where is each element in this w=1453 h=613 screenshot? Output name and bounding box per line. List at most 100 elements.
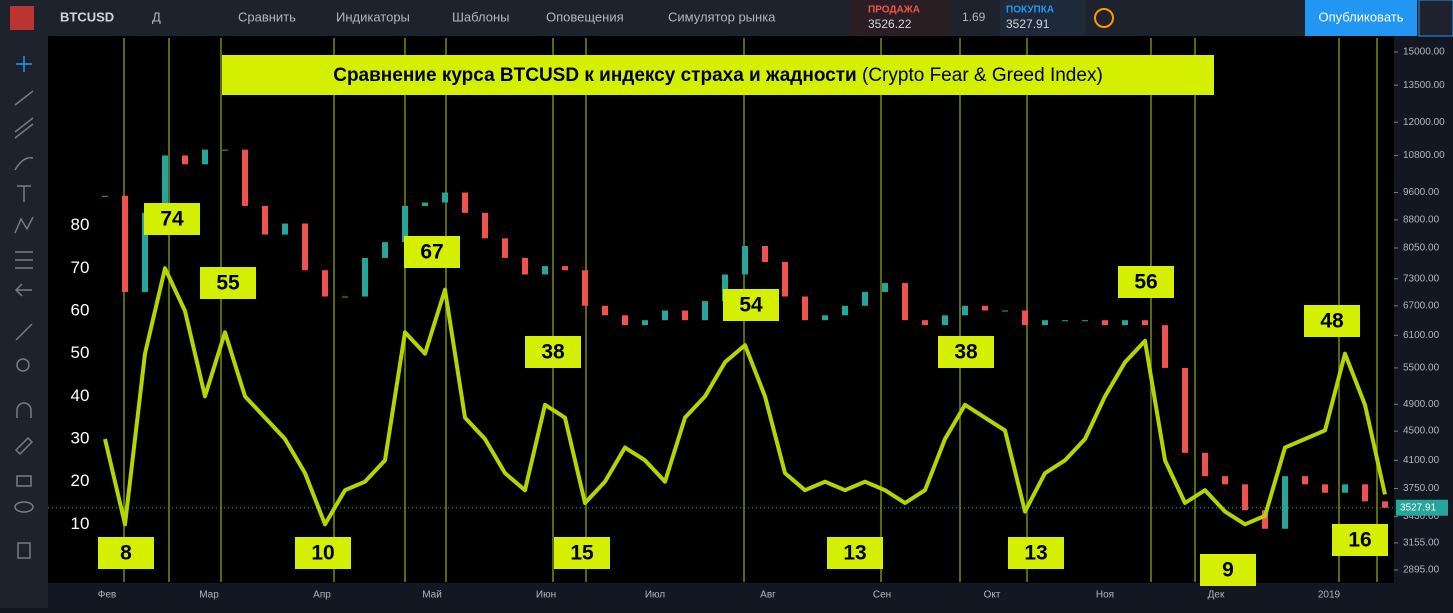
- candle: [1382, 501, 1388, 508]
- interval[interactable]: Д: [152, 9, 161, 24]
- info-icon[interactable]: [1094, 8, 1114, 28]
- last-price-badge: [1396, 499, 1448, 516]
- candle: [1102, 320, 1108, 326]
- candle: [862, 291, 868, 306]
- time-label: Май: [422, 590, 442, 601]
- publish-button[interactable]: [1305, 0, 1417, 36]
- candle: [422, 202, 428, 206]
- candle: [462, 192, 468, 213]
- crosshair-tool[interactable]: [16, 56, 32, 72]
- candle: [922, 320, 928, 326]
- annotation-box: [1008, 537, 1064, 569]
- fgi-line: [103, 266, 1387, 527]
- annotation-box: [1332, 524, 1388, 556]
- spread: 1.69: [962, 10, 986, 24]
- price-tick-label: 8800.00: [1403, 215, 1440, 226]
- price-tick-label: 10800.00: [1403, 150, 1445, 161]
- pattern-tool[interactable]: [14, 216, 34, 234]
- play-button[interactable]: [1418, 0, 1453, 37]
- fgi-tick-label: 40: [71, 386, 90, 405]
- lock-draw-tool[interactable]: [14, 436, 34, 456]
- price-tick-label: 6100.00: [1403, 330, 1440, 341]
- candle: [582, 270, 588, 306]
- toolbar-item[interactable]: Симулятор рынка: [668, 9, 776, 24]
- candle: [102, 195, 108, 197]
- annotation: 48: [1320, 310, 1344, 333]
- annotation: 38: [541, 341, 565, 364]
- annotation-box: [1200, 554, 1256, 586]
- candle: [1182, 367, 1188, 453]
- sell-box[interactable]: [850, 0, 950, 36]
- time-axis: [48, 583, 1394, 608]
- price-tick-label: 3430.00: [1403, 511, 1440, 522]
- price-tick-label: 7300.00: [1403, 273, 1440, 284]
- price-tick-label: 13500.00: [1403, 80, 1445, 91]
- candle: [262, 205, 268, 235]
- price-tick-label: 9600.00: [1403, 187, 1440, 198]
- candle: [1262, 510, 1268, 529]
- toolbar-item[interactable]: Шаблоны: [452, 9, 510, 24]
- candle: [842, 305, 848, 316]
- buy-label: ПОКУПКА: [1006, 5, 1054, 16]
- candle: [662, 310, 668, 321]
- title-rest: (Crypto Fear & Greed Index): [857, 65, 1103, 86]
- line-tool[interactable]: [14, 90, 34, 106]
- annotation: 74: [160, 208, 184, 231]
- time-label: Мар: [199, 590, 219, 601]
- magnet-tool[interactable]: [16, 402, 32, 418]
- price-tick-label: 2895.00: [1403, 565, 1440, 576]
- candle: [282, 223, 288, 235]
- fgi-tick-label: 50: [71, 343, 90, 362]
- price-tick-label: 6700.00: [1403, 300, 1440, 311]
- candle: [1202, 452, 1208, 477]
- top-toolbar: [0, 0, 1453, 36]
- candle: [802, 296, 808, 321]
- annotation: 67: [420, 241, 443, 264]
- brush-tool[interactable]: [14, 157, 34, 171]
- candle: [1222, 476, 1228, 485]
- annotation-box: [938, 336, 994, 368]
- fgi-tick-label: 60: [71, 300, 90, 319]
- candle: [1082, 320, 1088, 322]
- candle: [1062, 320, 1068, 322]
- zoom-tool[interactable]: [16, 358, 30, 372]
- ruler-tool[interactable]: [15, 323, 33, 341]
- lock-tool[interactable]: [16, 475, 32, 487]
- time-label: Окт: [984, 590, 1001, 601]
- buy-box[interactable]: [1000, 0, 1086, 36]
- publish-text: Опубликовать: [1318, 9, 1403, 24]
- fgi-tick-label: 20: [71, 471, 90, 490]
- trash-tool[interactable]: [17, 542, 31, 559]
- annotation: 54: [739, 294, 763, 317]
- candle: [902, 283, 908, 321]
- forecast-tool[interactable]: [15, 251, 33, 269]
- toolbar-item[interactable]: Оповещения: [546, 9, 624, 24]
- price-tick-label: 12000.00: [1403, 117, 1445, 128]
- fib-tool[interactable]: [14, 117, 34, 139]
- price-tick-label: 15000.00: [1403, 47, 1445, 58]
- avatar[interactable]: [10, 6, 34, 30]
- time-label: Авг: [760, 590, 776, 601]
- toolbar-item[interactable]: Сравнить: [238, 9, 296, 24]
- annotation: 13: [1024, 542, 1047, 565]
- candle: [1022, 310, 1028, 326]
- time-label: Сен: [873, 590, 891, 601]
- annotation-box: [723, 289, 779, 321]
- candle: [382, 242, 388, 258]
- toolbar-item[interactable]: Индикаторы: [336, 9, 410, 24]
- candle: [402, 205, 408, 243]
- symbol[interactable]: BTCUSD: [60, 9, 114, 24]
- candle: [242, 149, 248, 206]
- annotation: 55: [216, 272, 240, 295]
- left-toolbar: [0, 36, 48, 608]
- candle: [182, 155, 188, 165]
- sell-label: ПРОДАЖА: [868, 5, 920, 16]
- candle: [602, 305, 608, 316]
- eye-tool[interactable]: [14, 501, 34, 513]
- back-tool[interactable]: [14, 283, 32, 297]
- candle: [1322, 484, 1328, 493]
- text-tool[interactable]: [17, 185, 31, 202]
- left-tools: [14, 56, 34, 559]
